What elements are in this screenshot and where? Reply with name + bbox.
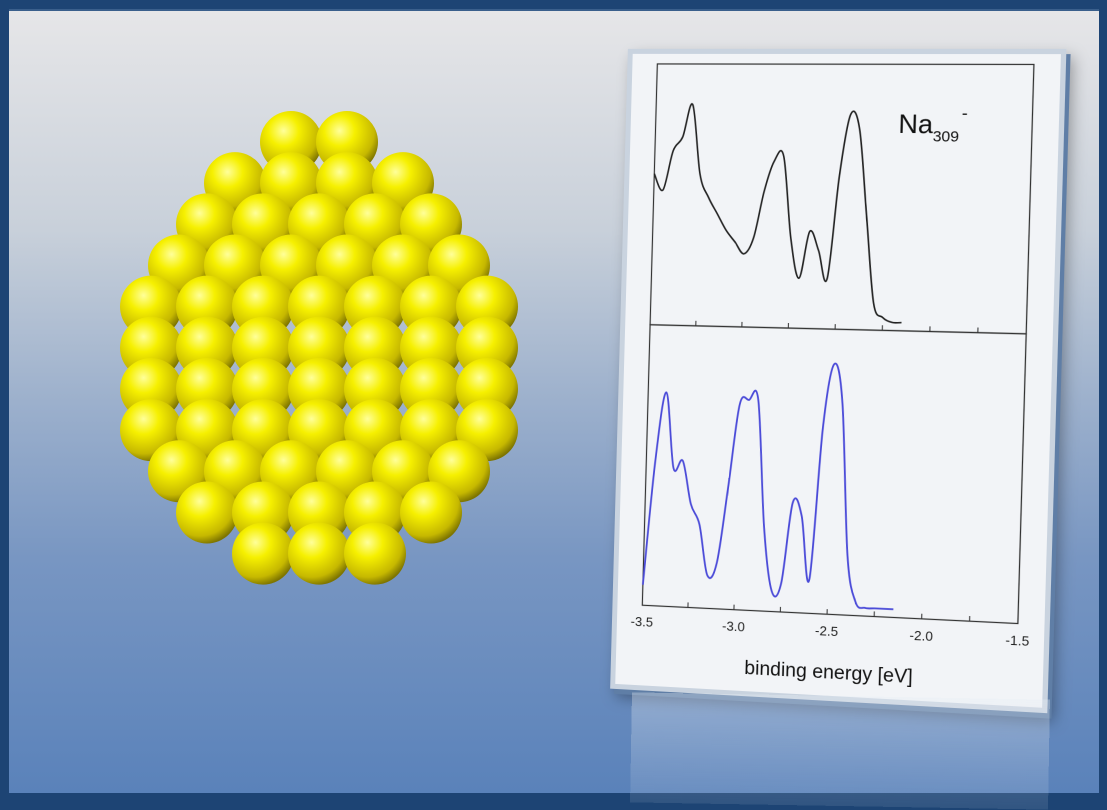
sodium-atom-sphere — [176, 481, 238, 543]
photoelectron-spectrum-figure: -3.5 -3.0 -2.5 -2.0 -1.5 Na309- binding ener… — [610, 49, 1066, 713]
sodium-atom-sphere — [232, 523, 294, 585]
top-spectrum-line — [650, 104, 907, 323]
bottom-panel-calculated — [642, 325, 1026, 624]
bottom-panel-frame — [642, 325, 1026, 624]
x-tick-label: -3.5 — [630, 614, 653, 630]
x-tick-label: -2.0 — [909, 627, 933, 644]
top-panel-frame — [650, 64, 1034, 334]
sodium-atom-sphere — [344, 523, 406, 585]
cluster-species-label: Na309- — [898, 103, 968, 146]
x-axis-label: binding energy [eV] — [744, 658, 913, 688]
sodium-atom-sphere — [400, 481, 462, 543]
figure-reflection — [630, 692, 1050, 809]
top-panel-measured — [650, 64, 1034, 334]
species-subscript: 309 — [933, 128, 960, 146]
sodium-atom-sphere — [288, 523, 350, 585]
sodium-cluster-illustration — [109, 106, 529, 596]
spectrum-plot: -3.5 -3.0 -2.5 -2.0 -1.5 Na309- binding ener… — [610, 49, 1066, 713]
bottom-spectrum-line — [643, 358, 901, 609]
slide-background: -3.5 -3.0 -2.5 -2.0 -1.5 Na309- binding ener… — [9, 9, 1099, 793]
x-tick-label: -2.5 — [815, 623, 838, 639]
x-tick-label: -1.5 — [1005, 632, 1029, 649]
x-tick-label: -3.0 — [722, 618, 745, 634]
species-superscript: - — [962, 103, 969, 123]
species-base: Na — [898, 110, 934, 139]
